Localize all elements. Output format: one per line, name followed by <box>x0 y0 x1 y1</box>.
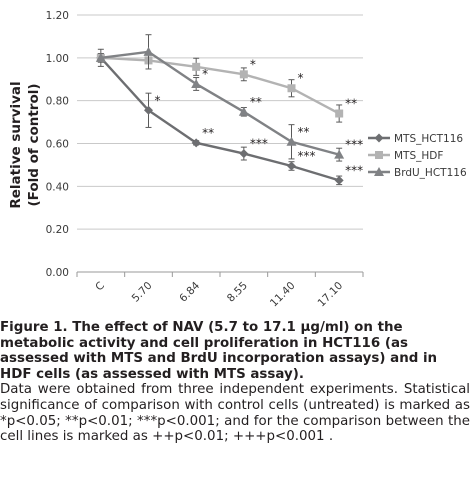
y-tick-label: 0.40 <box>46 181 69 193</box>
legend-item: BrdU_HCT116 <box>368 167 467 179</box>
figure-caption: Figure 1. The effect of NAV (5.7 to 17.1… <box>0 320 470 445</box>
significance-label: ** <box>250 95 262 109</box>
significance-label: *** <box>298 149 316 163</box>
data-point <box>191 138 201 148</box>
significance-label: * <box>155 93 161 107</box>
x-tick-label: 5.70 <box>130 280 155 305</box>
series-line <box>99 57 340 182</box>
x-tick-label: 6.84 <box>177 279 202 304</box>
data-point <box>334 149 345 159</box>
series-line <box>100 56 340 115</box>
data-point <box>238 106 249 116</box>
data-point <box>143 46 154 56</box>
x-tick-label: 17.10 <box>316 280 346 310</box>
data-point <box>192 62 201 71</box>
significance-label: *** <box>345 163 363 177</box>
legend-marker <box>375 151 383 159</box>
significance-label: * <box>202 67 208 81</box>
legend-marker <box>374 133 384 143</box>
y-tick-label: 0.20 <box>46 224 69 236</box>
significance-label: *** <box>345 138 363 152</box>
x-tick-label: 8.55 <box>225 280 250 305</box>
series-mts-hct116: ************ <box>96 53 363 186</box>
legend-item: MTS_HCT116 <box>368 133 463 145</box>
y-tick-label: 1.00 <box>46 53 69 65</box>
legend-label: MTS_HDF <box>394 150 443 162</box>
caption-title: Figure 1. The effect of NAV (5.7 to 17.1… <box>0 320 438 382</box>
y-tick-label: 0.80 <box>46 96 69 108</box>
caption-body: Data were obtained from three independen… <box>0 382 470 445</box>
legend: MTS_HCT116 MTS_HDF BrdU_HCT116 <box>368 133 467 179</box>
y-tick-label: 1.20 <box>46 10 69 22</box>
data-point <box>95 52 106 62</box>
series-mts-hdf: **** <box>96 53 357 123</box>
y-tick-label: 0.60 <box>46 139 69 151</box>
series-brdu-hct116: ******** <box>95 34 363 162</box>
significance-label: ** <box>345 97 357 111</box>
data-point <box>144 105 153 115</box>
gridlines <box>77 14 363 273</box>
x-tick-label: C <box>93 280 107 294</box>
significance-label: *** <box>250 137 268 151</box>
plot-series: ************************ <box>95 34 363 186</box>
y-axis-title-line2: (Fold of control) <box>26 83 42 206</box>
significance-label: ** <box>202 126 214 140</box>
data-point <box>239 149 249 159</box>
legend-marker <box>374 167 384 176</box>
data-point <box>287 161 296 171</box>
chart: 0.00 0.20 0.40 0.60 0.80 1.00 1.20 C 5.70 6.84 8.5… <box>8 10 467 310</box>
y-tick-label: 0.00 <box>46 267 69 279</box>
data-point <box>287 84 296 93</box>
y-axis-title-line1: Relative survival <box>8 81 24 208</box>
significance-label: * <box>298 71 304 85</box>
data-point <box>286 136 297 146</box>
legend-label: BrdU_HCT116 <box>394 167 467 179</box>
significance-label: * <box>250 57 256 71</box>
x-tick-label: 11.40 <box>268 280 298 310</box>
data-point <box>239 70 248 79</box>
significance-label: ** <box>298 125 310 139</box>
data-point <box>334 175 344 185</box>
series-line <box>100 50 340 156</box>
data-point <box>335 109 344 118</box>
data-point <box>191 78 202 88</box>
legend-label: MTS_HCT116 <box>394 133 463 145</box>
legend-item: MTS_HDF <box>368 150 443 162</box>
